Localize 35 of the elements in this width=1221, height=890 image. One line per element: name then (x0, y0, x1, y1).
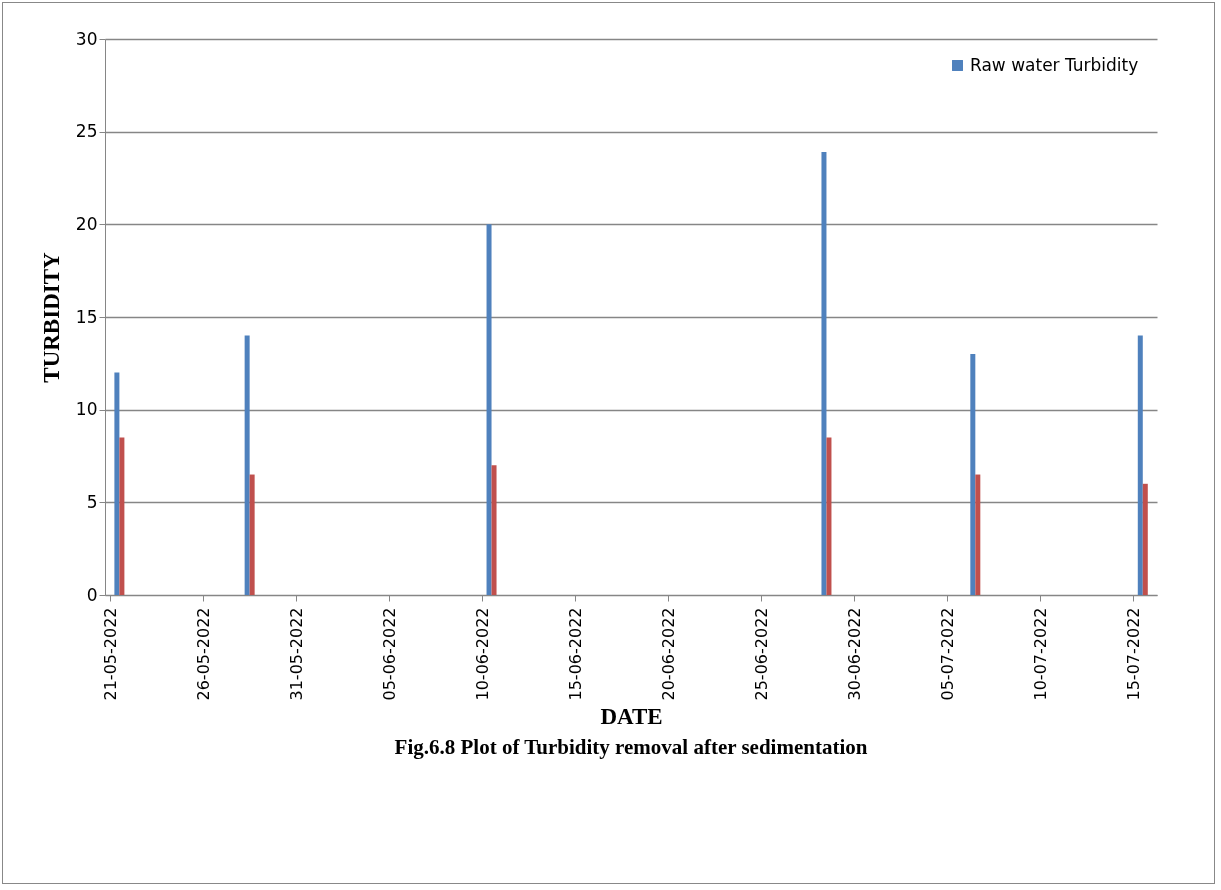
bar (1142, 483, 1148, 595)
bar (1137, 335, 1143, 595)
x-tick-label: 26-05-2022 (193, 607, 213, 701)
x-tick-label: 25-06-2022 (751, 607, 771, 701)
bar (826, 437, 832, 595)
bar (249, 474, 255, 595)
y-tick-label: 20 (75, 213, 98, 234)
x-tick-label: 30-06-2022 (844, 607, 864, 701)
x-tick-label: 15-07-2022 (1123, 607, 1143, 701)
x-tick-label: 21-05-2022 (100, 607, 120, 701)
bar (491, 465, 497, 595)
x-tick-label: 05-06-2022 (379, 607, 399, 701)
x-tick-label: 10-06-2022 (472, 607, 492, 701)
x-tick-label: 20-06-2022 (658, 607, 678, 701)
y-tick-label: 5 (86, 491, 98, 512)
x-tick-label: 10-07-2022 (1030, 607, 1050, 701)
x-tick-label: 31-05-2022 (286, 607, 306, 701)
bar (119, 437, 125, 595)
bar (486, 224, 492, 595)
y-tick-label: 30 (75, 28, 98, 49)
y-axis-title: TURBIDITY (38, 251, 64, 383)
y-tick-label: 25 (75, 121, 98, 142)
bar (975, 474, 981, 595)
x-tick-label: 15-06-2022 (565, 607, 585, 701)
bar (821, 152, 827, 595)
x-tick-label: 05-07-2022 (937, 607, 957, 701)
bar (244, 335, 250, 595)
bar (970, 354, 976, 595)
y-tick-label: 15 (75, 306, 98, 327)
y-tick-label: 10 (75, 399, 98, 420)
y-tick-label: 0 (86, 584, 98, 605)
bar (114, 372, 120, 595)
legend-label: Raw water Turbidity (970, 54, 1139, 75)
x-axis-title: DATE (600, 704, 663, 730)
text: Fig.6.8 Plot of Turbidity removal after sedimentation (394, 734, 868, 759)
